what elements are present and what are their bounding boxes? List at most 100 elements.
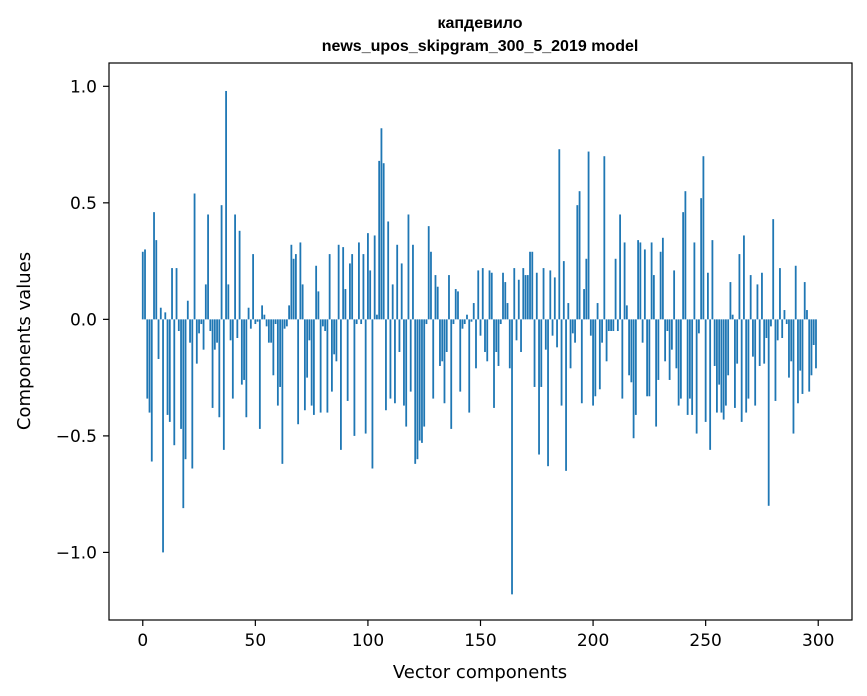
bar-233 xyxy=(666,319,669,332)
bar-114 xyxy=(398,319,401,352)
bar-276 xyxy=(763,319,766,364)
bar-287 xyxy=(788,319,790,378)
bar-207 xyxy=(607,319,610,332)
bar-156 xyxy=(493,319,495,408)
bar-263 xyxy=(734,319,736,408)
bar-81 xyxy=(324,319,327,332)
bar-119 xyxy=(409,319,412,392)
bar-283 xyxy=(779,268,781,320)
bar-77 xyxy=(315,265,318,320)
bar-219 xyxy=(634,319,637,415)
bar-289 xyxy=(792,319,795,434)
bar-167 xyxy=(517,279,520,320)
bar-222 xyxy=(641,319,644,343)
bar-245 xyxy=(693,242,696,320)
bar-193 xyxy=(576,205,579,320)
bar-116 xyxy=(403,319,405,406)
bar-3 xyxy=(148,319,151,413)
y-axis-label: Components values xyxy=(14,252,35,430)
bar-102 xyxy=(371,319,374,469)
bar-215 xyxy=(625,305,628,320)
bar-105 xyxy=(378,160,381,320)
bar-11 xyxy=(166,319,169,415)
bar-128 xyxy=(430,251,432,320)
bar-175 xyxy=(535,272,538,320)
bar-40 xyxy=(231,319,234,399)
bar-140 xyxy=(457,291,459,320)
bar-286 xyxy=(785,319,788,325)
bar-162 xyxy=(506,303,509,320)
bar-154 xyxy=(488,270,491,320)
y-axis-ticks: −1.0 −0.5 0.0 0.5 1.0 xyxy=(56,77,109,563)
bar-297 xyxy=(810,319,813,376)
bar-294 xyxy=(803,282,806,320)
bar-144 xyxy=(466,314,468,320)
bar-229 xyxy=(657,319,660,380)
bar-135 xyxy=(445,319,448,352)
bar-93 xyxy=(351,254,354,320)
bar-214 xyxy=(623,242,626,320)
bar-16 xyxy=(177,319,180,332)
bar-117 xyxy=(405,319,408,427)
bar-248 xyxy=(700,198,703,320)
bar-55 xyxy=(265,319,268,327)
bar-104 xyxy=(376,314,378,320)
bar-206 xyxy=(605,319,608,362)
bar-33 xyxy=(216,319,218,343)
bar-27 xyxy=(202,319,205,350)
bar-198 xyxy=(587,151,590,320)
bar-244 xyxy=(691,319,694,415)
bar-19 xyxy=(184,319,187,460)
bar-264 xyxy=(736,319,739,364)
bar-168 xyxy=(520,319,522,352)
bar-59 xyxy=(274,319,277,325)
bar-292 xyxy=(799,319,802,371)
x-tick-label: 250 xyxy=(689,631,721,651)
bar-13 xyxy=(171,268,173,320)
bar-22 xyxy=(191,319,194,469)
bar-47 xyxy=(247,307,250,320)
bar-191 xyxy=(571,319,574,334)
bar-178 xyxy=(542,268,545,320)
bar-87 xyxy=(337,244,340,320)
bar-41 xyxy=(234,214,236,320)
bar-43 xyxy=(238,230,241,320)
bar-136 xyxy=(448,275,450,320)
bar-159 xyxy=(499,319,502,325)
bar-208 xyxy=(610,319,612,332)
bar-6 xyxy=(155,240,158,320)
y-tick-label: 0.5 xyxy=(70,194,97,214)
bar-213 xyxy=(621,319,624,399)
bar-39 xyxy=(229,319,232,341)
bar-257 xyxy=(720,319,723,413)
bar-203 xyxy=(598,319,601,390)
bar-129 xyxy=(432,319,435,399)
bar-63 xyxy=(283,319,286,329)
bar-151 xyxy=(481,268,484,320)
bar-88 xyxy=(340,319,342,450)
bar-118 xyxy=(407,214,410,320)
bar-60 xyxy=(276,319,279,406)
bar-227 xyxy=(652,275,655,320)
bar-42 xyxy=(236,319,239,338)
bar-187 xyxy=(562,261,565,320)
bar-160 xyxy=(502,272,504,320)
bar-278 xyxy=(767,319,770,506)
bar-86 xyxy=(335,319,338,362)
bar-262 xyxy=(731,314,734,320)
bar-137 xyxy=(450,319,453,429)
bar-265 xyxy=(738,254,741,320)
bar-28 xyxy=(204,284,207,320)
bar-279 xyxy=(770,319,772,327)
bar-250 xyxy=(704,319,707,422)
bar-255 xyxy=(716,319,718,413)
bar-23 xyxy=(193,193,196,320)
bar-153 xyxy=(486,319,489,362)
bars-group xyxy=(141,90,817,595)
bar-259 xyxy=(725,319,727,406)
bar-46 xyxy=(245,319,248,418)
bar-249 xyxy=(702,156,705,320)
bar-58 xyxy=(272,319,275,376)
bar-150 xyxy=(479,319,482,336)
bar-258 xyxy=(722,319,725,420)
